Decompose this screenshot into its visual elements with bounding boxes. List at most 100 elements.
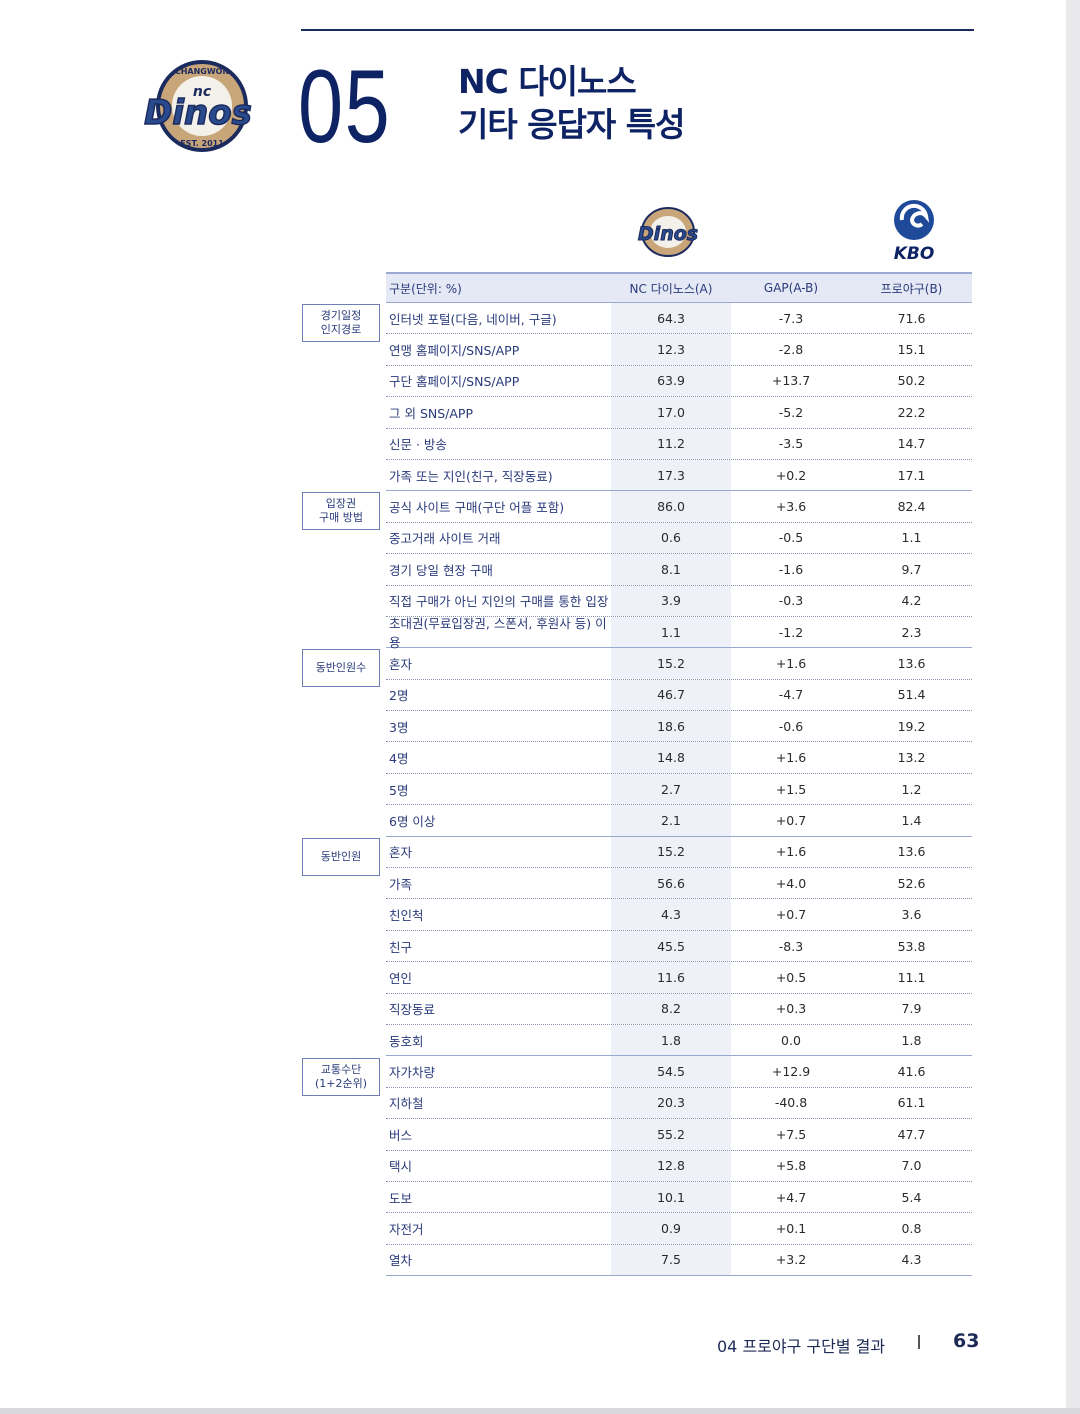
cell-kbo-value: 41.6	[897, 1064, 926, 1080]
cell-category: 친구	[389, 939, 413, 955]
cell-category: 신문 · 방송	[389, 437, 447, 453]
cell-nc-value: 11.6	[611, 962, 731, 993]
column-header-gap: GAP(A-B)	[763, 281, 819, 295]
svg-text:nc: nc	[193, 84, 212, 100]
cell-nc-value: 63.9	[611, 365, 731, 397]
cell-gap-value: +0.5	[775, 969, 807, 985]
group-label: 동반인원	[302, 837, 380, 876]
cell-nc-value: 10.1	[611, 1181, 731, 1213]
top-rule	[301, 29, 974, 31]
cell-gap-value: -0.3	[778, 593, 804, 609]
cell-gap-value: -0.6	[778, 718, 804, 734]
cell-nc-value: 15.2	[611, 648, 731, 679]
cell-category: 열차	[389, 1253, 413, 1269]
cell-nc-value: 20.3	[611, 1087, 731, 1119]
page-number: 63	[953, 1330, 980, 1352]
cell-kbo-value: 11.1	[897, 969, 926, 985]
cell-kbo-value: 82.4	[897, 499, 926, 515]
cell-kbo-value: 61.1	[897, 1095, 926, 1111]
table-row: 6명 이상 2.1 +0.7 1.4	[386, 805, 972, 837]
cell-nc-value: 54.5	[611, 1056, 731, 1087]
cell-nc-value: 46.7	[611, 679, 731, 711]
column-header-nc: NC 다이노스(A)	[629, 281, 713, 296]
cell-kbo-value: 5.4	[901, 1189, 922, 1205]
table-row: 2명 46.7 -4.7 51.4	[386, 679, 972, 712]
cell-gap-value: +1.6	[775, 655, 807, 671]
cell-category: 지하철	[389, 1096, 424, 1112]
table-row: 친인척 4.3 +0.7 3.6	[386, 899, 972, 931]
cell-gap-value: 0.0	[781, 1032, 801, 1048]
cell-gap-value: -3.5	[778, 436, 804, 452]
table-row: 직접 구매가 아닌 지인의 구매를 통한 입장 3.9 -0.3 4.2	[386, 585, 972, 617]
table-row: 직장동료 8.2 +0.3 7.9	[386, 993, 972, 1025]
group-label: 동반인원수	[302, 649, 380, 688]
cell-category: 혼자	[389, 845, 413, 861]
cell-category: 혼자	[389, 656, 413, 672]
svg-text:Dinos: Dinos	[638, 223, 698, 245]
cell-gap-value: -8.3	[778, 938, 804, 954]
cell-nc-value: 45.5	[611, 930, 731, 962]
cell-gap-value: -2.8	[778, 342, 804, 358]
table-row: 버스 55.2 +7.5 47.7	[386, 1119, 972, 1151]
footer-section: 04 프로야구 구단별 결과	[717, 1337, 886, 1356]
cell-gap-value: +1.6	[775, 844, 807, 860]
cell-nc-value: 0.9	[611, 1213, 731, 1244]
table-row: 자전거 0.9 +0.1 0.8	[386, 1213, 972, 1245]
table-row: 혼자 15.2 +1.6 13.6	[386, 648, 972, 680]
cell-kbo-value: 3.6	[901, 907, 922, 923]
cell-category: 3명	[389, 719, 409, 735]
cell-gap-value: +0.7	[775, 812, 807, 828]
table-row: 신문 · 방송 11.2 -3.5 14.7	[386, 428, 972, 460]
cell-kbo-value: 51.4	[897, 687, 926, 703]
cell-gap-value: +3.2	[775, 1252, 807, 1268]
table-row: 도보 10.1 +4.7 5.4	[386, 1181, 972, 1214]
cell-category: 5명	[389, 782, 409, 798]
cell-kbo-value: 52.6	[897, 875, 926, 891]
cell-nc-value: 18.6	[611, 711, 731, 742]
cell-nc-value: 4.3	[611, 899, 731, 930]
cell-gap-value: +7.5	[775, 1126, 807, 1142]
table-row: 지하철 20.3 -40.8 61.1	[386, 1087, 972, 1120]
table-row: 인터넷 포털(다음, 네이버, 구글) 64.3 -7.3 71.6	[386, 303, 972, 335]
cell-kbo-value: 1.4	[901, 812, 922, 828]
cell-nc-value: 14.8	[611, 742, 731, 773]
cell-gap-value: -1.2	[778, 624, 804, 640]
table-row: 연인 11.6 +0.5 11.1	[386, 962, 972, 994]
cell-nc-value: 17.0	[611, 397, 731, 428]
cell-kbo-value: 13.6	[897, 655, 926, 671]
cell-gap-value: -4.7	[778, 687, 804, 703]
table-row: 친구 45.5 -8.3 53.8	[386, 930, 972, 963]
cell-category: 직접 구매가 아닌 지인의 구매를 통한 입장	[389, 594, 609, 610]
table-row: 5명 2.7 +1.5 1.2	[386, 773, 972, 806]
cell-nc-value: 8.1	[611, 554, 731, 585]
cell-gap-value: -7.3	[778, 310, 804, 326]
table-row: 혼자 15.2 +1.6 13.6	[386, 836, 972, 869]
cell-category: 동호회	[389, 1033, 424, 1049]
cell-gap-value: +1.6	[775, 750, 807, 766]
group-label: 교통수단 (1+2순위)	[302, 1057, 380, 1096]
cell-kbo-value: 22.2	[897, 404, 926, 420]
table-row: 4명 14.8 +1.6 13.2	[386, 742, 972, 774]
cell-kbo-value: 17.1	[897, 467, 926, 483]
cell-nc-value: 3.9	[611, 585, 731, 616]
group-label: 경기일정 인지경로	[302, 304, 380, 342]
table-row: 공식 사이트 구매(구단 어플 포함) 86.0 +3.6 82.4	[386, 491, 972, 523]
svg-text:EST. 2011: EST. 2011	[180, 139, 224, 148]
footer-divider	[918, 1335, 920, 1349]
cell-nc-value: 55.2	[611, 1119, 731, 1150]
cell-kbo-value: 14.7	[897, 436, 926, 452]
cell-kbo-value: 53.8	[897, 938, 926, 954]
cell-nc-value: 11.2	[611, 428, 731, 459]
cell-kbo-value: 4.3	[901, 1252, 922, 1268]
group-label: 입장권 구매 방법	[302, 492, 380, 531]
cell-category: 구단 홈페이지/SNS/APP	[389, 374, 520, 390]
svg-text:Dinos: Dinos	[144, 93, 252, 133]
cell-gap-value: +4.0	[775, 875, 807, 891]
cell-kbo-value: 19.2	[897, 718, 926, 734]
cell-category: 자가차량	[389, 1065, 436, 1081]
cell-nc-value: 86.0	[611, 491, 731, 522]
cell-nc-value: 8.2	[611, 993, 731, 1024]
data-table: 구분(단위: %) NC 다이노스(A) GAP(A-B) 프로야구(B) 인터…	[386, 272, 972, 1277]
cell-nc-value: 12.3	[611, 334, 731, 365]
table-row: 구단 홈페이지/SNS/APP 63.9 +13.7 50.2	[386, 365, 972, 398]
